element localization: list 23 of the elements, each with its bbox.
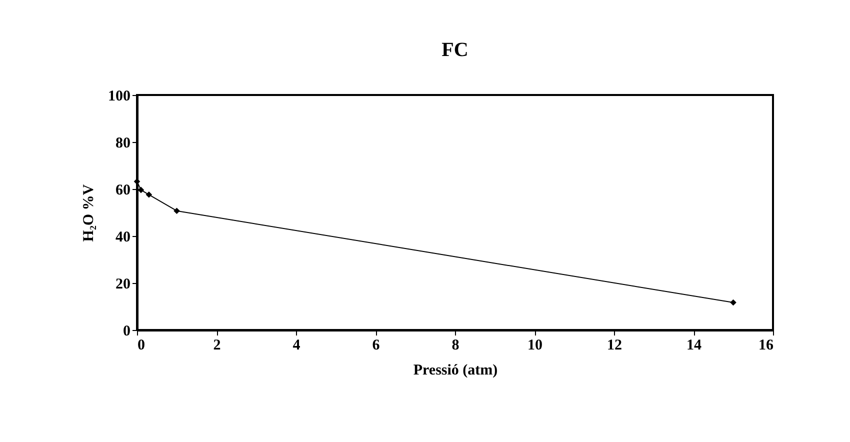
x-tick-label: 10: [528, 338, 542, 354]
chart-title: FC: [442, 39, 468, 61]
point: [134, 178, 140, 185]
x-axis-title: Pressió (atm): [413, 362, 498, 378]
x-tick-label: 6: [372, 338, 380, 354]
y-tick-label: 60: [116, 182, 130, 198]
x-tick-label: 12: [607, 338, 622, 354]
point: [730, 299, 736, 306]
y-tick-label: 40: [116, 230, 130, 246]
x-tick-label: 4: [292, 338, 301, 354]
point: [174, 208, 180, 214]
y-tick-label: 100: [108, 88, 130, 104]
x-tick-label: 0: [138, 338, 145, 354]
y-axis-title: H₂O %V: [81, 184, 97, 242]
y-tick-label: 80: [116, 136, 130, 152]
x-tick-label: 8: [452, 338, 460, 354]
y-tick-label: 20: [116, 276, 130, 292]
x-tick-label: 14: [686, 338, 702, 354]
x-tick-label: 16: [758, 338, 774, 354]
x-tick-label: 2: [213, 338, 221, 354]
y-tick-label: 0: [123, 324, 130, 340]
point: [138, 186, 144, 194]
point: [146, 191, 152, 198]
